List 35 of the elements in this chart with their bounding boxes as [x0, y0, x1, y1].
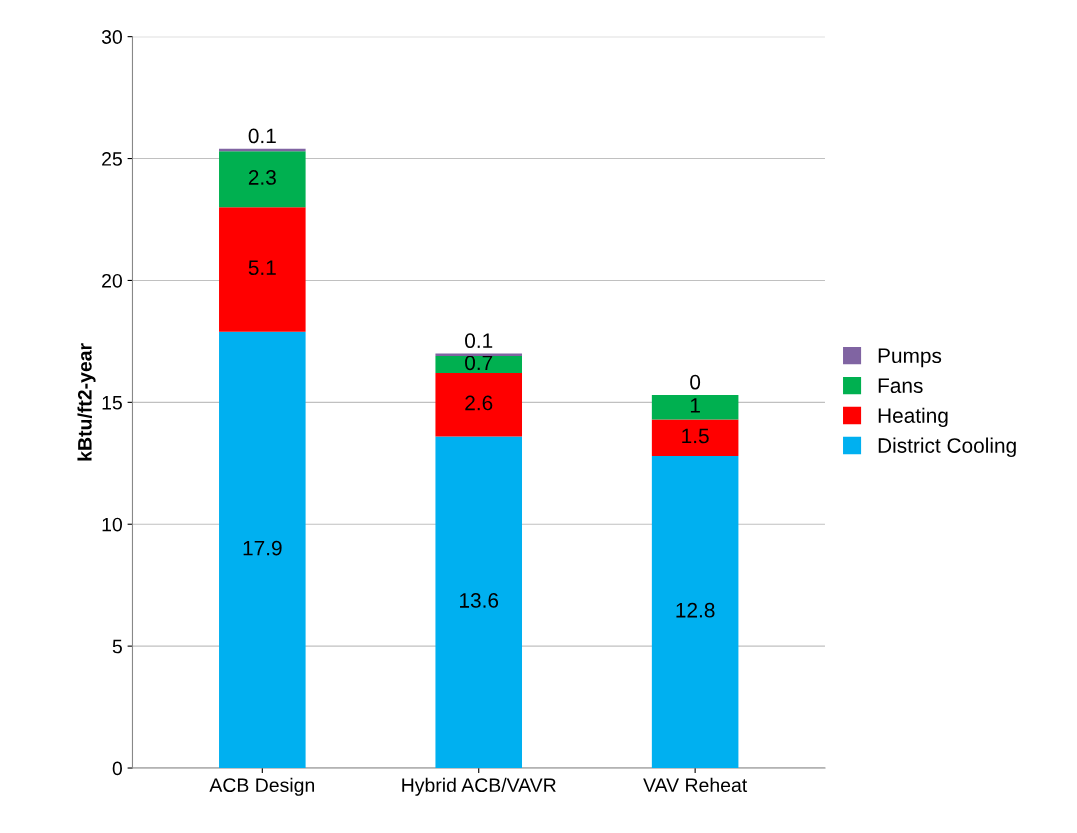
legend-label: Fans: [878, 378, 923, 394]
data-label: 0.1: [248, 128, 276, 144]
x-tick-label: ACB Design: [209, 777, 315, 796]
x-tick-label: Hybrid ACB/VAVR: [402, 777, 556, 796]
data-label: 2.6: [465, 395, 493, 411]
bar: [651, 455, 739, 769]
y-tick-label: 30: [101, 30, 122, 44]
y-axis-title: kBtu/ft2-year: [77, 343, 96, 461]
bar: [435, 356, 523, 374]
x-tick-label: VAV Reheat: [643, 777, 748, 793]
y-tick-label: 0: [112, 761, 122, 776]
bar: [435, 373, 523, 437]
data-label: 13.6: [460, 593, 499, 608]
bar: [219, 207, 306, 332]
bar: [219, 151, 306, 208]
data-label: 2.3: [248, 170, 276, 185]
y-tick-label: 5: [112, 639, 122, 654]
data-label: 0.1: [465, 333, 493, 349]
bar: [651, 419, 739, 456]
data-label: 17.9: [243, 540, 282, 556]
bar: [435, 436, 523, 769]
y-tick-label: 15: [102, 396, 122, 410]
legend-label: Heating: [878, 407, 948, 428]
data-label: 0: [690, 374, 701, 390]
y-tick-label: 10: [102, 517, 122, 532]
legend-label: District Cooling: [878, 437, 1016, 458]
bar: [651, 395, 739, 420]
data-label: 12.8: [676, 602, 715, 618]
data-label: 1.5: [682, 428, 709, 444]
y-tick-label: 20: [102, 273, 122, 288]
data-label: 5.1: [248, 260, 276, 276]
data-label: 1: [690, 398, 700, 413]
legend-label: Pumps: [878, 348, 942, 368]
y-tick-label: 25: [102, 152, 122, 166]
bar: [219, 331, 306, 769]
